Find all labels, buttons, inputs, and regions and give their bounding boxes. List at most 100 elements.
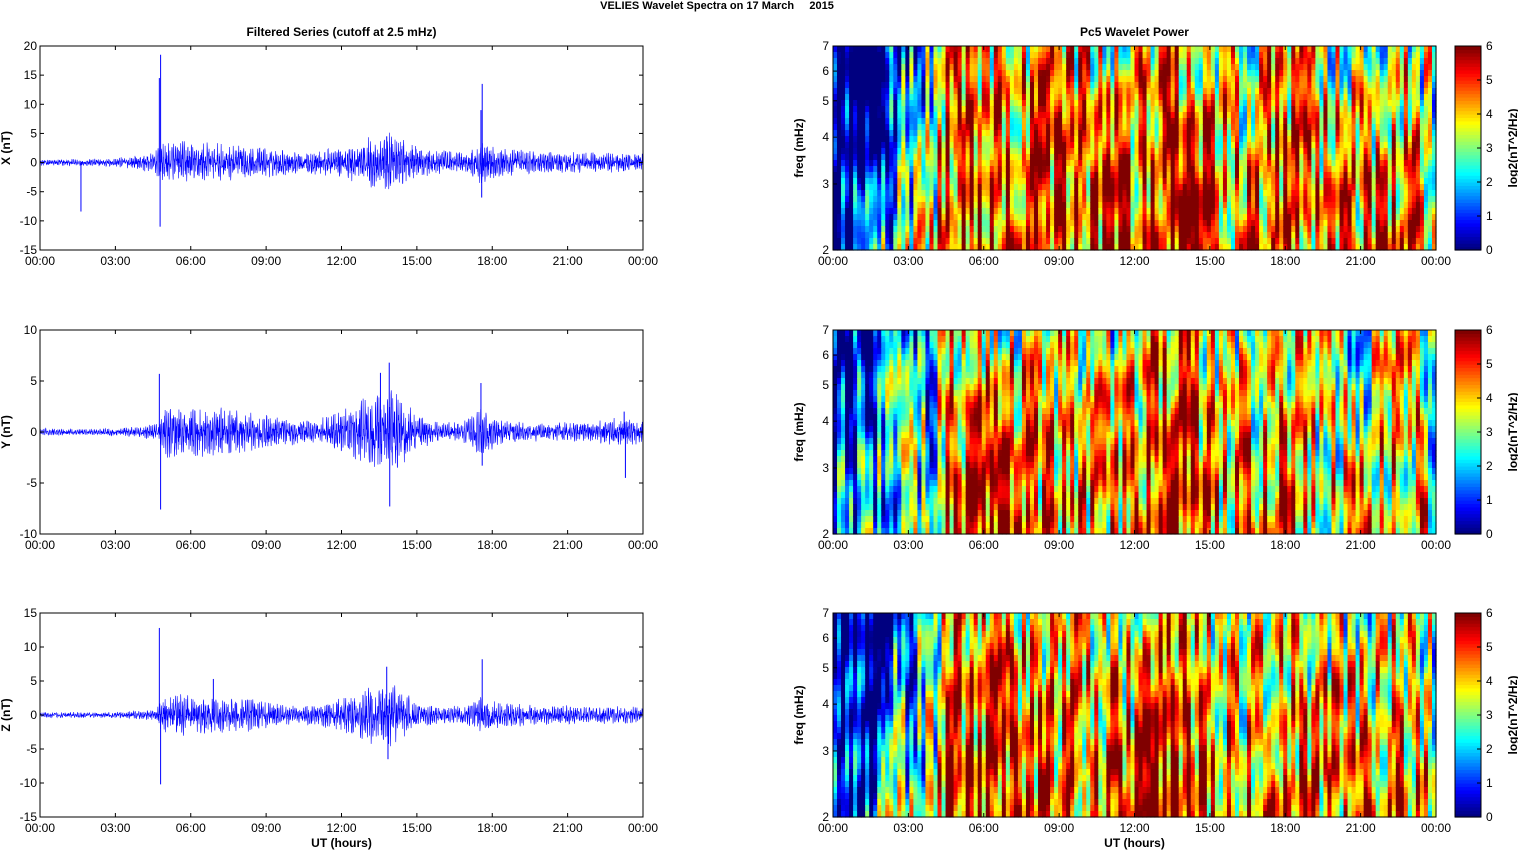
heatmap-cell: [889, 190, 894, 197]
heatmap-cell: [897, 46, 902, 53]
heatmap-cell: [1367, 46, 1373, 53]
heatmap-cell: [1090, 208, 1095, 215]
heatmap-cell: [893, 112, 898, 119]
heatmap-cell: [1182, 100, 1188, 107]
heatmap-cell: [1247, 148, 1252, 155]
heatmap-cell: [1154, 112, 1160, 119]
heatmap-cell: [909, 232, 914, 239]
heatmap-cell: [1331, 160, 1337, 167]
heatmap-cell: [921, 118, 927, 125]
heatmap-cell: [909, 64, 914, 71]
heatmap-cell: [1375, 136, 1381, 143]
heatmap-cell: [1001, 244, 1007, 251]
heatmap-cell: [857, 214, 862, 221]
y-tick-label: 10: [24, 97, 38, 111]
heatmap-cell: [1066, 220, 1071, 227]
heatmap-cell: [1230, 142, 1236, 149]
heatmap-cell: [1355, 154, 1361, 161]
heatmap-cell: [893, 106, 898, 113]
heatmap-cell: [1359, 52, 1365, 59]
heatmap-cell: [1158, 82, 1164, 89]
heatmap-cell: [1307, 160, 1312, 167]
heatmap-cell: [1082, 76, 1087, 83]
heatmap-cell: [1375, 58, 1381, 65]
heatmap-cell: [925, 208, 931, 215]
heatmap-cell: [1387, 130, 1393, 137]
heatmap-cell: [1251, 112, 1256, 119]
heatmap-cell: [1255, 202, 1260, 209]
heatmap-cell: [861, 94, 866, 101]
heatmap-cell: [1243, 88, 1248, 95]
heatmap-cell: [1222, 88, 1228, 95]
heatmap-cell: [1029, 64, 1035, 71]
heatmap-cell: [1335, 178, 1341, 185]
heatmap-cell: [977, 154, 983, 161]
heatmap-cell: [1391, 184, 1397, 191]
heatmap-cell: [1186, 238, 1192, 245]
heatmap-cell: [1070, 76, 1075, 83]
heatmap-cell: [1042, 94, 1047, 101]
heatmap-cell: [1126, 88, 1132, 95]
heatmap-cell: [873, 88, 878, 95]
heatmap-cell: [1259, 208, 1264, 215]
heatmap-cell: [1275, 220, 1280, 227]
heatmap-cell: [1182, 172, 1188, 179]
heatmap-cell: [917, 88, 923, 95]
heatmap-cell: [897, 232, 902, 239]
heatmap-cell: [1021, 118, 1027, 125]
heatmap-cell: [1150, 142, 1156, 149]
heatmap-cell: [1050, 52, 1055, 59]
heatmap-cell: [965, 232, 971, 239]
heatmap-cell: [1307, 94, 1312, 101]
heatmap-cell: [1130, 166, 1136, 173]
heatmap-cell: [1279, 178, 1284, 185]
heatmap-cell: [1094, 76, 1099, 83]
heatmap-cell: [969, 184, 975, 191]
heatmap-cell: [877, 226, 882, 233]
heatmap-cell: [917, 94, 923, 101]
heatmap-cell: [1331, 172, 1337, 179]
heatmap-cell: [1347, 244, 1353, 251]
heatmap-cell: [985, 100, 991, 107]
heatmap-cell: [1182, 88, 1188, 95]
heatmap-cell: [1222, 202, 1228, 209]
heatmap-cell: [1118, 136, 1124, 143]
heatmap-cell: [1283, 136, 1288, 143]
heatmap-cell: [1046, 130, 1051, 137]
heatmap-cell: [1082, 58, 1087, 65]
heatmap-cell: [925, 70, 931, 77]
heatmap-cell: [885, 172, 890, 179]
heatmap-cell: [1247, 64, 1252, 71]
heatmap-cell: [953, 226, 959, 233]
heatmap-cell: [1383, 82, 1389, 89]
heatmap-cell: [1335, 82, 1341, 89]
heatmap-cell: [993, 64, 999, 71]
heatmap-cell: [1375, 64, 1381, 71]
heatmap-cell: [1170, 70, 1176, 77]
heatmap-cell: [985, 58, 991, 65]
heatmap-cell: [893, 130, 898, 137]
heatmap-cell: [1190, 82, 1196, 89]
heatmap-cell: [929, 226, 935, 233]
heatmap-cell: [861, 88, 866, 95]
x-tick-label: 00:00: [628, 538, 658, 552]
heatmap-cell: [1005, 190, 1011, 197]
heatmap-cell: [1110, 76, 1115, 83]
heatmap-cell: [1114, 112, 1120, 119]
heatmap-cell: [1355, 106, 1361, 113]
heatmap-cell: [1070, 208, 1075, 215]
heatmap-cell: [985, 160, 991, 167]
heatmap-cell: [853, 244, 858, 251]
heatmap-cell: [1367, 94, 1373, 101]
heatmap-cell: [1046, 46, 1051, 53]
heatmap-cell: [1150, 64, 1156, 71]
heatmap-cell: [905, 88, 910, 95]
heatmap-cell: [1391, 208, 1397, 215]
heatmap-cell: [1226, 202, 1232, 209]
heatmap-cell: [873, 160, 878, 167]
heatmap-cell: [1263, 178, 1268, 185]
heatmap-cell: [865, 46, 870, 53]
heatmap-cell: [1046, 136, 1051, 143]
heatmap-cell: [965, 202, 971, 209]
heatmap-cell: [1062, 172, 1067, 179]
